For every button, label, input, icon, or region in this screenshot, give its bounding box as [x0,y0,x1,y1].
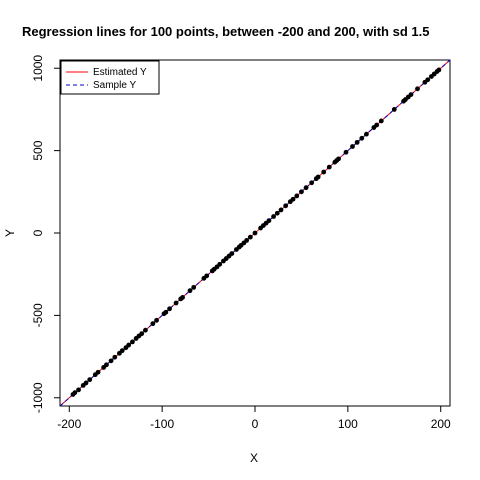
data-point [167,306,172,312]
data-point [104,362,109,368]
data-point [217,261,223,267]
data-point [83,380,89,386]
x-tick-label: 200 [431,417,451,431]
data-point [143,327,148,333]
data-points [70,67,442,397]
data-point [391,107,397,112]
x-tick-label: -200 [57,417,81,431]
legend: Estimated Y Sample Y [60,60,160,95]
data-point [378,118,384,124]
data-point [336,156,341,162]
data-point [163,309,169,315]
y-tick-label: 500 [31,140,45,160]
data-point [112,354,118,360]
data-point [354,139,360,145]
data-point [425,77,431,83]
data-point [187,288,193,294]
x-axis-label: X [250,451,258,465]
data-point [278,207,284,213]
y-axis: -1000 -500 0 500 1000 [31,55,60,413]
data-point [364,131,369,137]
data-point [274,210,280,216]
data-point [415,86,420,92]
data-point [326,164,332,170]
data-point [150,321,156,327]
x-tick-label: 0 [252,417,259,431]
data-point [87,377,93,383]
data-point [315,174,321,180]
data-point [359,135,365,141]
y-tick-label: -500 [31,303,45,327]
x-tick-label: -100 [150,417,174,431]
data-point [294,193,300,199]
data-point [408,92,414,97]
y-tick-label: 1000 [31,55,45,82]
y-tick-label: -1000 [31,382,45,413]
data-point [95,369,101,375]
data-point [126,342,132,348]
data-point [130,339,135,345]
data-point [436,67,442,73]
data-point [321,169,327,175]
data-point [303,185,309,191]
chart-title: Regression lines for 100 points, between… [22,24,429,39]
data-point [266,218,272,224]
x-axis: -200 -100 0 100 200 [57,406,451,431]
data-point [290,196,296,202]
data-point [119,348,125,354]
data-point [343,149,349,155]
data-point [204,273,210,279]
legend-label-sample: Sample Y [93,80,137,91]
data-point [309,180,315,186]
legend-label-estimated: Estimated Y [93,67,147,78]
data-point [72,390,78,396]
data-point [244,238,250,243]
data-point [252,230,258,236]
data-point [173,300,179,306]
data-point [299,189,304,195]
data-point [180,295,185,300]
x-tick-label: 100 [338,417,358,431]
data-point [247,234,253,240]
y-axis-label: Y [3,229,17,237]
data-point [229,251,235,256]
legend-box [60,60,160,95]
y-tick-label: 0 [31,229,45,236]
data-point [108,358,114,364]
data-point [374,122,380,128]
data-point [350,144,355,149]
data-point [76,387,81,393]
data-point [283,203,289,209]
data-point [139,331,145,337]
data-point [191,284,197,290]
data-point [271,214,276,219]
data-point [154,317,159,323]
